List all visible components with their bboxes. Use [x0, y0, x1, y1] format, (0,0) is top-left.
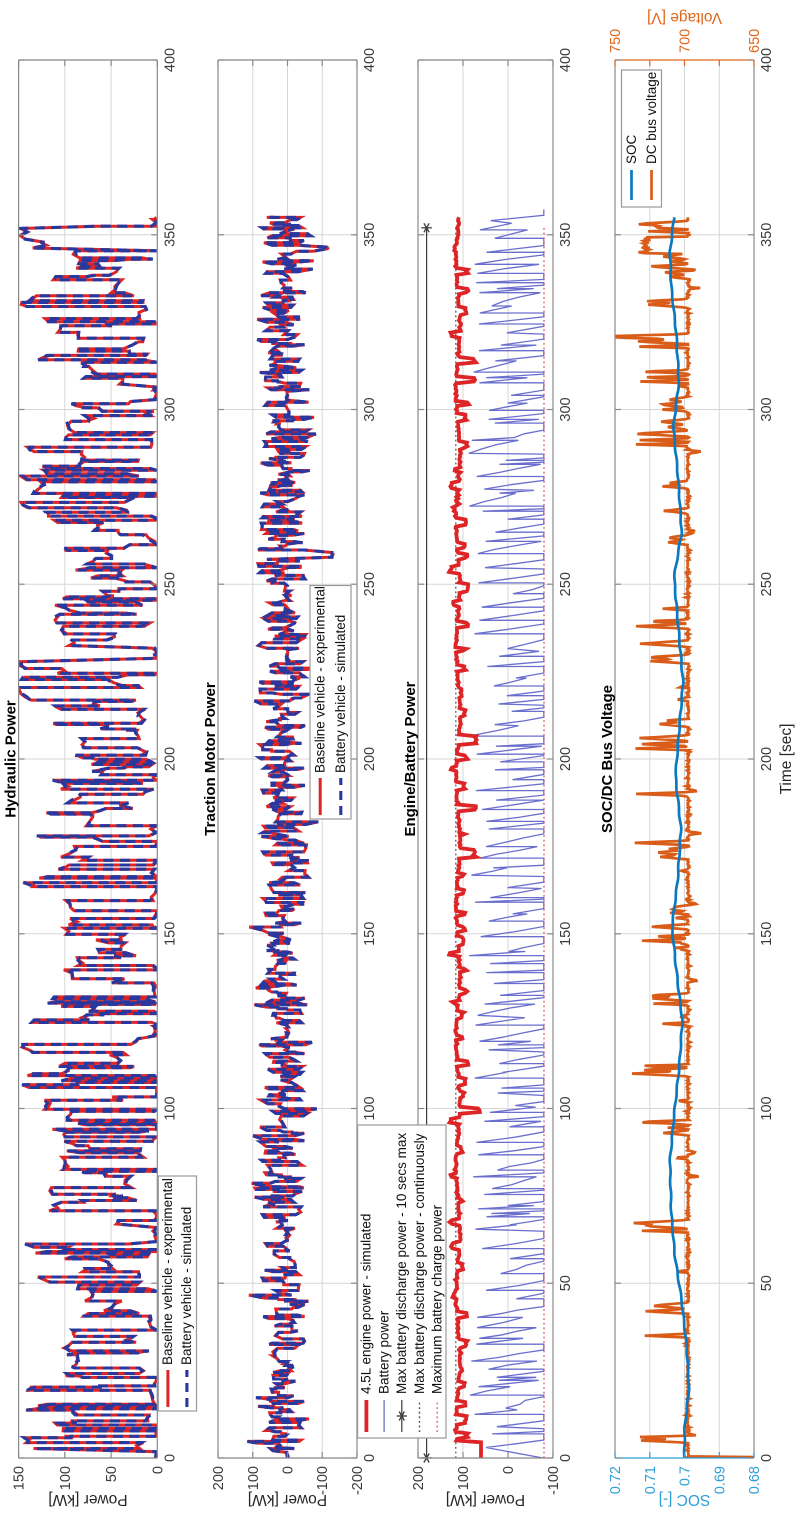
svg-text:0: 0 [759, 1454, 775, 1462]
svg-text:Baseline vehicle - experimenta: Baseline vehicle - experimental [313, 586, 328, 773]
svg-text:100: 100 [162, 1096, 178, 1120]
svg-text:300: 300 [162, 397, 178, 421]
svg-text:750: 750 [608, 29, 624, 53]
svg-text:0.69: 0.69 [712, 1466, 728, 1494]
svg-text:200: 200 [759, 747, 775, 771]
svg-text:300: 300 [362, 397, 378, 421]
svg-text:0: 0 [501, 1466, 517, 1474]
svg-text:SOC [-]: SOC [-] [659, 1491, 711, 1508]
svg-text:-100: -100 [546, 1466, 562, 1495]
svg-text:100: 100 [456, 1466, 472, 1490]
svg-text:DC bus voltage: DC bus voltage [644, 72, 659, 164]
svg-text:0.71: 0.71 [643, 1466, 659, 1494]
svg-text:150: 150 [558, 922, 574, 946]
svg-text:Voltage [V]: Voltage [V] [647, 9, 722, 26]
svg-text:0: 0 [162, 1454, 178, 1462]
svg-text:Maximum battery charge power: Maximum battery charge power [430, 1204, 445, 1394]
svg-text:400: 400 [558, 48, 574, 72]
svg-text:100: 100 [362, 1096, 378, 1120]
svg-text:150: 150 [759, 922, 775, 946]
svg-text:350: 350 [558, 223, 574, 247]
svg-text:200: 200 [211, 1466, 227, 1490]
svg-text:200: 200 [162, 747, 178, 771]
svg-text:150: 150 [362, 922, 378, 946]
svg-text:Power [kW]: Power [kW] [446, 1491, 525, 1508]
svg-text:700: 700 [678, 29, 694, 53]
svg-text:250: 250 [759, 572, 775, 596]
svg-text:Power [kW]: Power [kW] [48, 1491, 127, 1508]
svg-text:200: 200 [411, 1466, 427, 1490]
svg-text:250: 250 [362, 572, 378, 596]
svg-text:0: 0 [150, 1466, 166, 1474]
svg-text:-100: -100 [315, 1466, 331, 1495]
svg-text:350: 350 [362, 223, 378, 247]
svg-text:400: 400 [362, 48, 378, 72]
svg-text:Traction Motor Power: Traction Motor Power [202, 682, 219, 836]
svg-text:100: 100 [58, 1466, 74, 1490]
svg-text:350: 350 [759, 223, 775, 247]
svg-text:0: 0 [281, 1466, 297, 1474]
svg-text:Battery vehicle - simulated: Battery vehicle - simulated [179, 1207, 194, 1365]
svg-text:650: 650 [747, 29, 763, 53]
svg-text:100: 100 [558, 1096, 574, 1120]
svg-text:200: 200 [362, 747, 378, 771]
svg-text:Hydraulic Power: Hydraulic Power [3, 700, 20, 818]
svg-text:Battery power: Battery power [376, 1310, 391, 1394]
svg-text:Time [sec]: Time [sec] [778, 724, 795, 795]
svg-text:0.72: 0.72 [608, 1466, 624, 1494]
svg-text:Max battery discharge power -: Max battery discharge power - continuous… [412, 1133, 427, 1394]
svg-text:0.68: 0.68 [747, 1466, 763, 1494]
svg-text:4.5L engine power - simulated: 4.5L engine power - simulated [359, 1214, 374, 1394]
svg-text:250: 250 [162, 572, 178, 596]
svg-text:0: 0 [558, 1454, 574, 1462]
svg-text:100: 100 [759, 1096, 775, 1120]
svg-text:50: 50 [558, 1275, 574, 1291]
svg-text:100: 100 [246, 1466, 262, 1490]
svg-text:300: 300 [558, 397, 574, 421]
svg-text:200: 200 [558, 747, 574, 771]
svg-text:400: 400 [162, 48, 178, 72]
svg-text:0: 0 [362, 1454, 378, 1462]
svg-text:150: 150 [162, 922, 178, 946]
svg-text:Max battery discharge power -: Max battery discharge power - 10 secs ma… [394, 1133, 409, 1394]
svg-text:150: 150 [12, 1466, 28, 1490]
svg-text:0.7: 0.7 [678, 1466, 694, 1486]
svg-text:Engine/Battery Power: Engine/Battery Power [402, 681, 419, 836]
svg-text:300: 300 [759, 397, 775, 421]
svg-text:Baseline vehicle - experimenta: Baseline vehicle - experimental [160, 1178, 175, 1365]
svg-text:SOC/DC Bus Voltage: SOC/DC Bus Voltage [599, 685, 616, 833]
svg-text:50: 50 [759, 1275, 775, 1291]
svg-text:50: 50 [104, 1466, 120, 1482]
svg-text:SOC: SOC [624, 134, 639, 164]
svg-text:400: 400 [759, 48, 775, 72]
svg-text:Battery vehicle - simulated: Battery vehicle - simulated [333, 615, 348, 773]
svg-text:Power [kW]: Power [kW] [248, 1491, 327, 1508]
svg-text:-200: -200 [350, 1466, 366, 1495]
svg-text:250: 250 [558, 572, 574, 596]
svg-text:350: 350 [162, 223, 178, 247]
